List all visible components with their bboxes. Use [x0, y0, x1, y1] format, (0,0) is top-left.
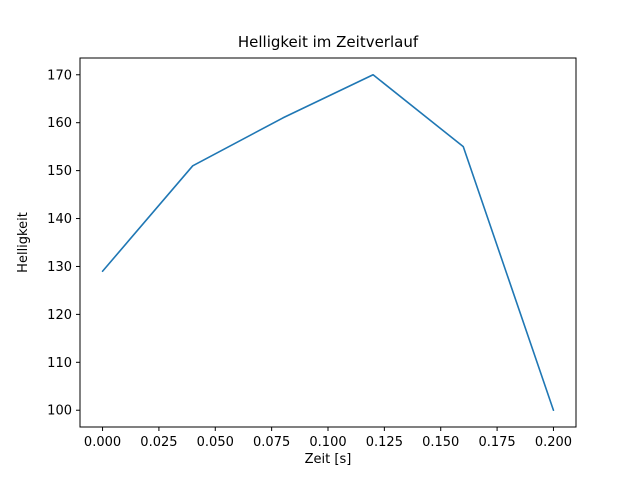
series-polyline — [101, 73, 555, 412]
x-axis-label: Zeit [s] — [305, 452, 352, 467]
y-axis-label: Helligkeit — [16, 212, 31, 273]
y-tick-label: 120 — [47, 308, 72, 323]
x-tick-label: 0.200 — [535, 435, 572, 450]
x-tick-label: 0.100 — [309, 435, 346, 450]
plot-border — [79, 57, 577, 428]
y-tick-label: 110 — [47, 356, 72, 371]
y-tick-label: 100 — [47, 404, 72, 419]
x-tick-label: 0.175 — [478, 435, 515, 450]
y-tick-label: 170 — [47, 68, 72, 83]
x-tick-label: 0.150 — [422, 435, 459, 450]
y-tick-label: 160 — [47, 116, 72, 131]
x-tick-label: 0.050 — [197, 435, 234, 450]
x-tick-label: 0.125 — [366, 435, 403, 450]
x-tick-label: 0.000 — [84, 435, 121, 450]
y-tick-label: 150 — [47, 164, 72, 179]
x-axis-ticks: 0.000 0.025 0.050 0.075 0.100 0.125 0.150 0.175… — [84, 427, 572, 450]
x-tick-label: 0.075 — [253, 435, 290, 450]
data-series-line — [101, 73, 555, 412]
chart-title: Helligkeit im Zeitverlauf — [238, 33, 419, 51]
x-tick-label: 0.025 — [140, 435, 177, 450]
y-tick-label: 130 — [47, 260, 72, 275]
y-axis-ticks: 100 110 120 130 140 150 160 170 — [47, 68, 80, 419]
y-tick-label: 140 — [47, 212, 72, 227]
